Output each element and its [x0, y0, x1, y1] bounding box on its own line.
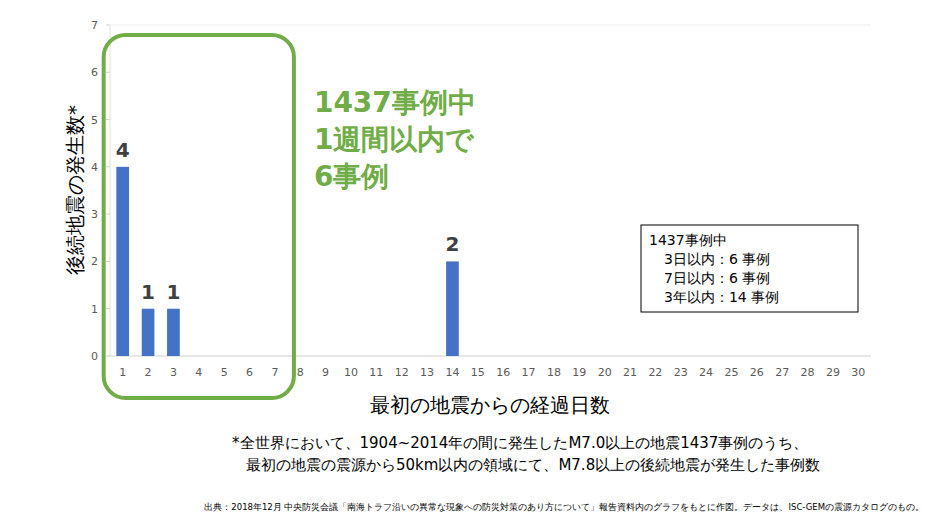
y-tick [106, 261, 110, 262]
x-tick-label: 1 [119, 366, 126, 379]
info-box-text: 1437事例中 [649, 232, 727, 248]
bar [548, 356, 561, 357]
bar [624, 356, 637, 357]
x-tick-label: 20 [598, 366, 612, 379]
y-tick [106, 119, 110, 120]
x-tick-label: 19 [572, 366, 586, 379]
bar [674, 356, 687, 357]
x-tick-label: 5 [221, 366, 228, 379]
bar [598, 356, 611, 357]
y-tick-label: 5 [91, 114, 98, 127]
highlight-box [104, 35, 294, 398]
x-tick-label: 30 [851, 366, 865, 379]
bar [243, 356, 256, 357]
bar [573, 356, 586, 357]
bar [827, 356, 840, 357]
bar [269, 356, 282, 357]
bar [370, 356, 383, 357]
x-tick-label: 29 [826, 366, 840, 379]
y-tick-label: 3 [91, 208, 98, 221]
y-tick-label: 0 [91, 350, 98, 363]
x-tick-label: 7 [271, 366, 278, 379]
x-tick-label: 22 [648, 366, 662, 379]
x-tick-label: 12 [395, 366, 409, 379]
y-axis-title: 後続地震の発生数* [63, 105, 87, 275]
y-tick-label: 7 [91, 19, 98, 32]
y-tick-label: 1 [91, 303, 98, 316]
bar [192, 356, 205, 357]
info-box [641, 225, 858, 312]
x-tick-label: 16 [496, 366, 510, 379]
bar [751, 356, 764, 357]
x-tick-label: 4 [195, 366, 202, 379]
bar [421, 356, 434, 357]
y-tick [106, 356, 110, 357]
x-tick-label: 9 [322, 366, 329, 379]
bar [801, 356, 814, 357]
x-tick-label: 8 [297, 366, 304, 379]
bar [497, 356, 510, 357]
x-tick-label: 13 [420, 366, 434, 379]
y-tick [106, 72, 110, 73]
data-label: 1 [141, 280, 155, 304]
bar [142, 309, 155, 356]
y-tick-label: 2 [91, 255, 98, 268]
bar [522, 356, 535, 357]
y-tick [106, 25, 110, 26]
x-tick-label: 6 [246, 366, 253, 379]
footnote: 最初の地震の震源から50km以内の領域にて、M7.8以上の後続地震が発生した事例… [246, 456, 820, 474]
x-tick-label: 18 [547, 366, 561, 379]
x-tick-label: 15 [471, 366, 485, 379]
x-tick-label: 28 [801, 366, 815, 379]
x-tick-label: 14 [445, 366, 459, 379]
data-label: 4 [116, 138, 130, 162]
annotation-text: 1週間以内で [314, 123, 475, 156]
bar [167, 309, 180, 356]
info-box-text: 3年以内：14 事例 [664, 289, 779, 305]
y-tick-label: 6 [91, 66, 98, 79]
x-tick-label: 10 [344, 366, 358, 379]
bar [395, 356, 408, 357]
x-tick-label: 25 [724, 366, 738, 379]
x-tick-label: 11 [369, 366, 383, 379]
x-tick-label: 27 [775, 366, 789, 379]
data-label: 2 [445, 232, 459, 256]
source: 出典：2018年12月 中央防災会議「南海トラフ沿いの異常な現象への防災対策のあ… [204, 502, 924, 512]
annotation-text: 6事例 [314, 160, 389, 193]
info-box-text: 3日以内：6 事例 [664, 251, 770, 267]
data-label: 1 [166, 280, 180, 304]
y-tick-label: 4 [91, 161, 98, 174]
bar [700, 356, 713, 357]
bar [446, 261, 459, 356]
bar [649, 356, 662, 357]
bars [116, 167, 458, 356]
bar [852, 356, 865, 357]
x-axis-title: 最初の地震からの経過日数 [370, 393, 610, 417]
bar [218, 356, 231, 357]
plot-top-line [110, 25, 871, 26]
bar [319, 356, 332, 357]
y-tick [106, 166, 110, 167]
bar [776, 356, 789, 357]
x-tick-label: 2 [145, 366, 152, 379]
x-tick-label: 21 [623, 366, 637, 379]
bar [345, 356, 358, 357]
x-tick-label: 23 [674, 366, 688, 379]
x-tick-label: 24 [699, 366, 713, 379]
bar [471, 356, 484, 357]
y-tick [106, 214, 110, 215]
chart: 0123456712345678910111213141516171819202… [0, 0, 934, 525]
y-axis-line [110, 25, 111, 356]
x-axis-line [110, 356, 871, 357]
annotation-text: 1437事例中 [314, 86, 476, 119]
bar [116, 167, 129, 356]
bar [725, 356, 738, 357]
x-tick-label: 26 [750, 366, 764, 379]
x-tick-label: 17 [522, 366, 536, 379]
y-tick [106, 308, 110, 309]
info-box-text: 7日以内：6 事例 [664, 270, 770, 286]
x-tick-label: 3 [170, 366, 177, 379]
footnote: *全世界において、1904~2014年の間に発生したM7.0以上の地震1437事… [232, 434, 808, 452]
